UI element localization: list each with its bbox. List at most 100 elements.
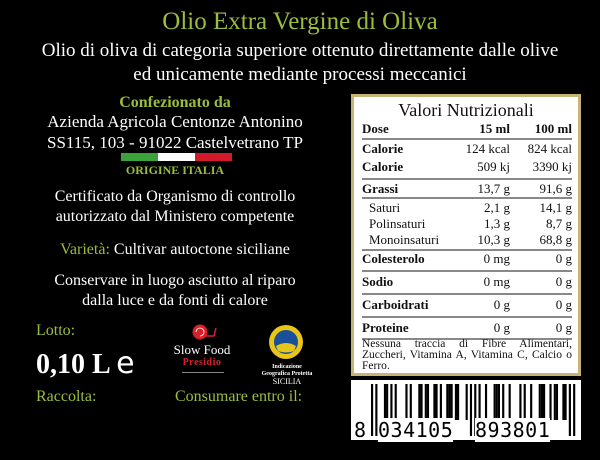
subtitle-line2: ed unicamente mediante processi meccanic… [133,64,467,85]
slowfood-divider [182,372,224,373]
volume-value: 0,10 L [36,349,110,380]
nutrition-row: Saturi 2,1 g 14,1 g [362,200,572,216]
barcode-bar [493,384,496,420]
nutrition-row: Calorie 509 kj 3390 kj [362,159,572,175]
barcode-bar [549,384,552,420]
igp-line2: Geografica Protetta [261,371,313,377]
barcode-bar [555,384,559,420]
divider [362,270,572,272]
divider [362,338,572,340]
nutrition-cell: 824 kcal [527,141,572,156]
nutrition-table: Valori Nutrizionali Dose 15 ml 100 ml Calo… [351,94,581,376]
producer-name: Azienda Agricola Centonze Antonino [47,112,303,131]
subtitle-line1: Olio di oliva di categoria superiore ott… [41,40,559,61]
italian-flag-icon [121,153,232,161]
nutrition-cell: Calorie [362,141,404,156]
producer-heading: Confezionato da [119,94,231,111]
nutrition-cell: 2,1 g [484,200,510,215]
barcode-right-digits: 893801 [475,418,551,442]
nutrition-cell: Monoinsaturi [369,232,440,247]
nutrition-row: Polinsaturi 1,3 g 8,7 g [362,216,572,232]
barcode-bar [448,384,451,420]
barcode-bar [562,384,565,420]
nutrition-row: Monoinsaturi 10,3 g 68,8 g [362,232,572,248]
origin-label: ORIGINE ITALIA [125,163,225,177]
barcode-bar [405,384,408,420]
product-title: Olio Extra Vergine di Oliva [162,8,438,35]
nutrition-cell: 509 kj [477,159,510,174]
barcode-bar [418,384,421,420]
snail-icon [192,324,217,340]
barcode-bar [553,384,556,420]
barcode-bar [409,384,412,420]
igp-region: SICILIA [272,377,302,386]
igp-line1: Indicazione [272,364,302,370]
nutrition-header: Dose 15 ml 100 ml [362,121,572,136]
nutrition-cell: Calorie [362,159,404,174]
divider [362,178,572,180]
harvest-label: Raccolta: [36,388,97,405]
barcode-left-digits: 034105 [378,418,454,442]
barcode-bar [523,384,526,420]
nutrition-cell: Saturi [369,200,401,215]
barcode-bar [450,384,453,420]
barcode-bar [454,384,457,420]
barcode-bar [371,384,374,436]
barcode-bar [484,384,488,420]
divider [362,293,572,295]
barcode-bar [390,384,393,420]
barcode-bar [573,384,576,436]
nutrition-cell: 0 mg [483,251,510,266]
slowfood-presidio: Presidio [182,357,222,368]
barcode-bars [371,384,576,436]
barcode-bar [420,384,423,420]
nutrition-cell: Polinsaturi [369,216,426,231]
nutrition-footnote: Nessuna traccia di Fibre Alimentari, Zuc… [362,338,572,372]
nutrition-cell: 3390 kj [532,159,572,174]
nutrition-row: Proteine 0 g 0 g [362,320,572,336]
barcode-bar [386,384,389,420]
barcode-bar [568,384,571,436]
barcode-bar [465,384,468,420]
barcode-bar [540,384,543,420]
certification-line1: Certificato da Organismo di controllo [54,188,296,205]
igp-seal-icon [269,325,303,359]
barcode-bar [538,384,541,420]
divider [362,197,572,199]
lot-label: Lotto: [36,322,76,339]
certification-line2: autorizzato dal Ministero competente [55,208,295,225]
divider [362,249,572,251]
nutrition-cell: 91,6 g [539,181,573,196]
barcode-bar [495,384,498,420]
barcode-bar [508,384,511,420]
best-before-label: Consumare entro il: [175,388,303,405]
nutrition-cell: 8,7 g [546,216,572,231]
nutrition-cell: 68,8 g [539,232,573,247]
nutrition-cell: 10,3 g [477,232,511,247]
barcode-bar [519,384,522,420]
nutrition-cell: 0 mg [483,274,510,289]
barcode-first-digit: 8 [354,418,367,442]
nutrition-cell: 0 g [493,297,510,312]
nutrition-cell: 0 g [555,297,572,312]
barcode-bar [564,384,567,420]
barcode-bar [424,384,427,420]
barcode-bar [502,384,505,420]
nutrition-cell: 0 g [493,320,510,335]
barcode-bar [383,384,387,420]
nutrition-row: Colesterolo 0 mg 0 g [362,251,572,267]
barcode-bar [469,384,473,436]
nutrition-cell: Grassi [362,181,399,196]
nutrition-row: Carboidrati 0 g 0 g [362,297,572,313]
nutrition-cell: Proteine [362,320,409,335]
storage-line1: Conservare in luogo asciutto al riparo [54,272,296,289]
variety-value: Cultivar autoctone siciliane [113,241,290,258]
nutrition-cell: 0 g [555,251,572,266]
barcode-bar [394,384,397,420]
variety: Varietà: Cultivar autoctone siciliane [0,241,350,259]
producer-address: SS115, 103 - 91022 Castelvetrano TP [47,133,303,152]
nutrition-cell: Colesterolo [362,251,425,266]
variety-label: Varietà: [60,241,110,258]
divider [362,138,572,140]
